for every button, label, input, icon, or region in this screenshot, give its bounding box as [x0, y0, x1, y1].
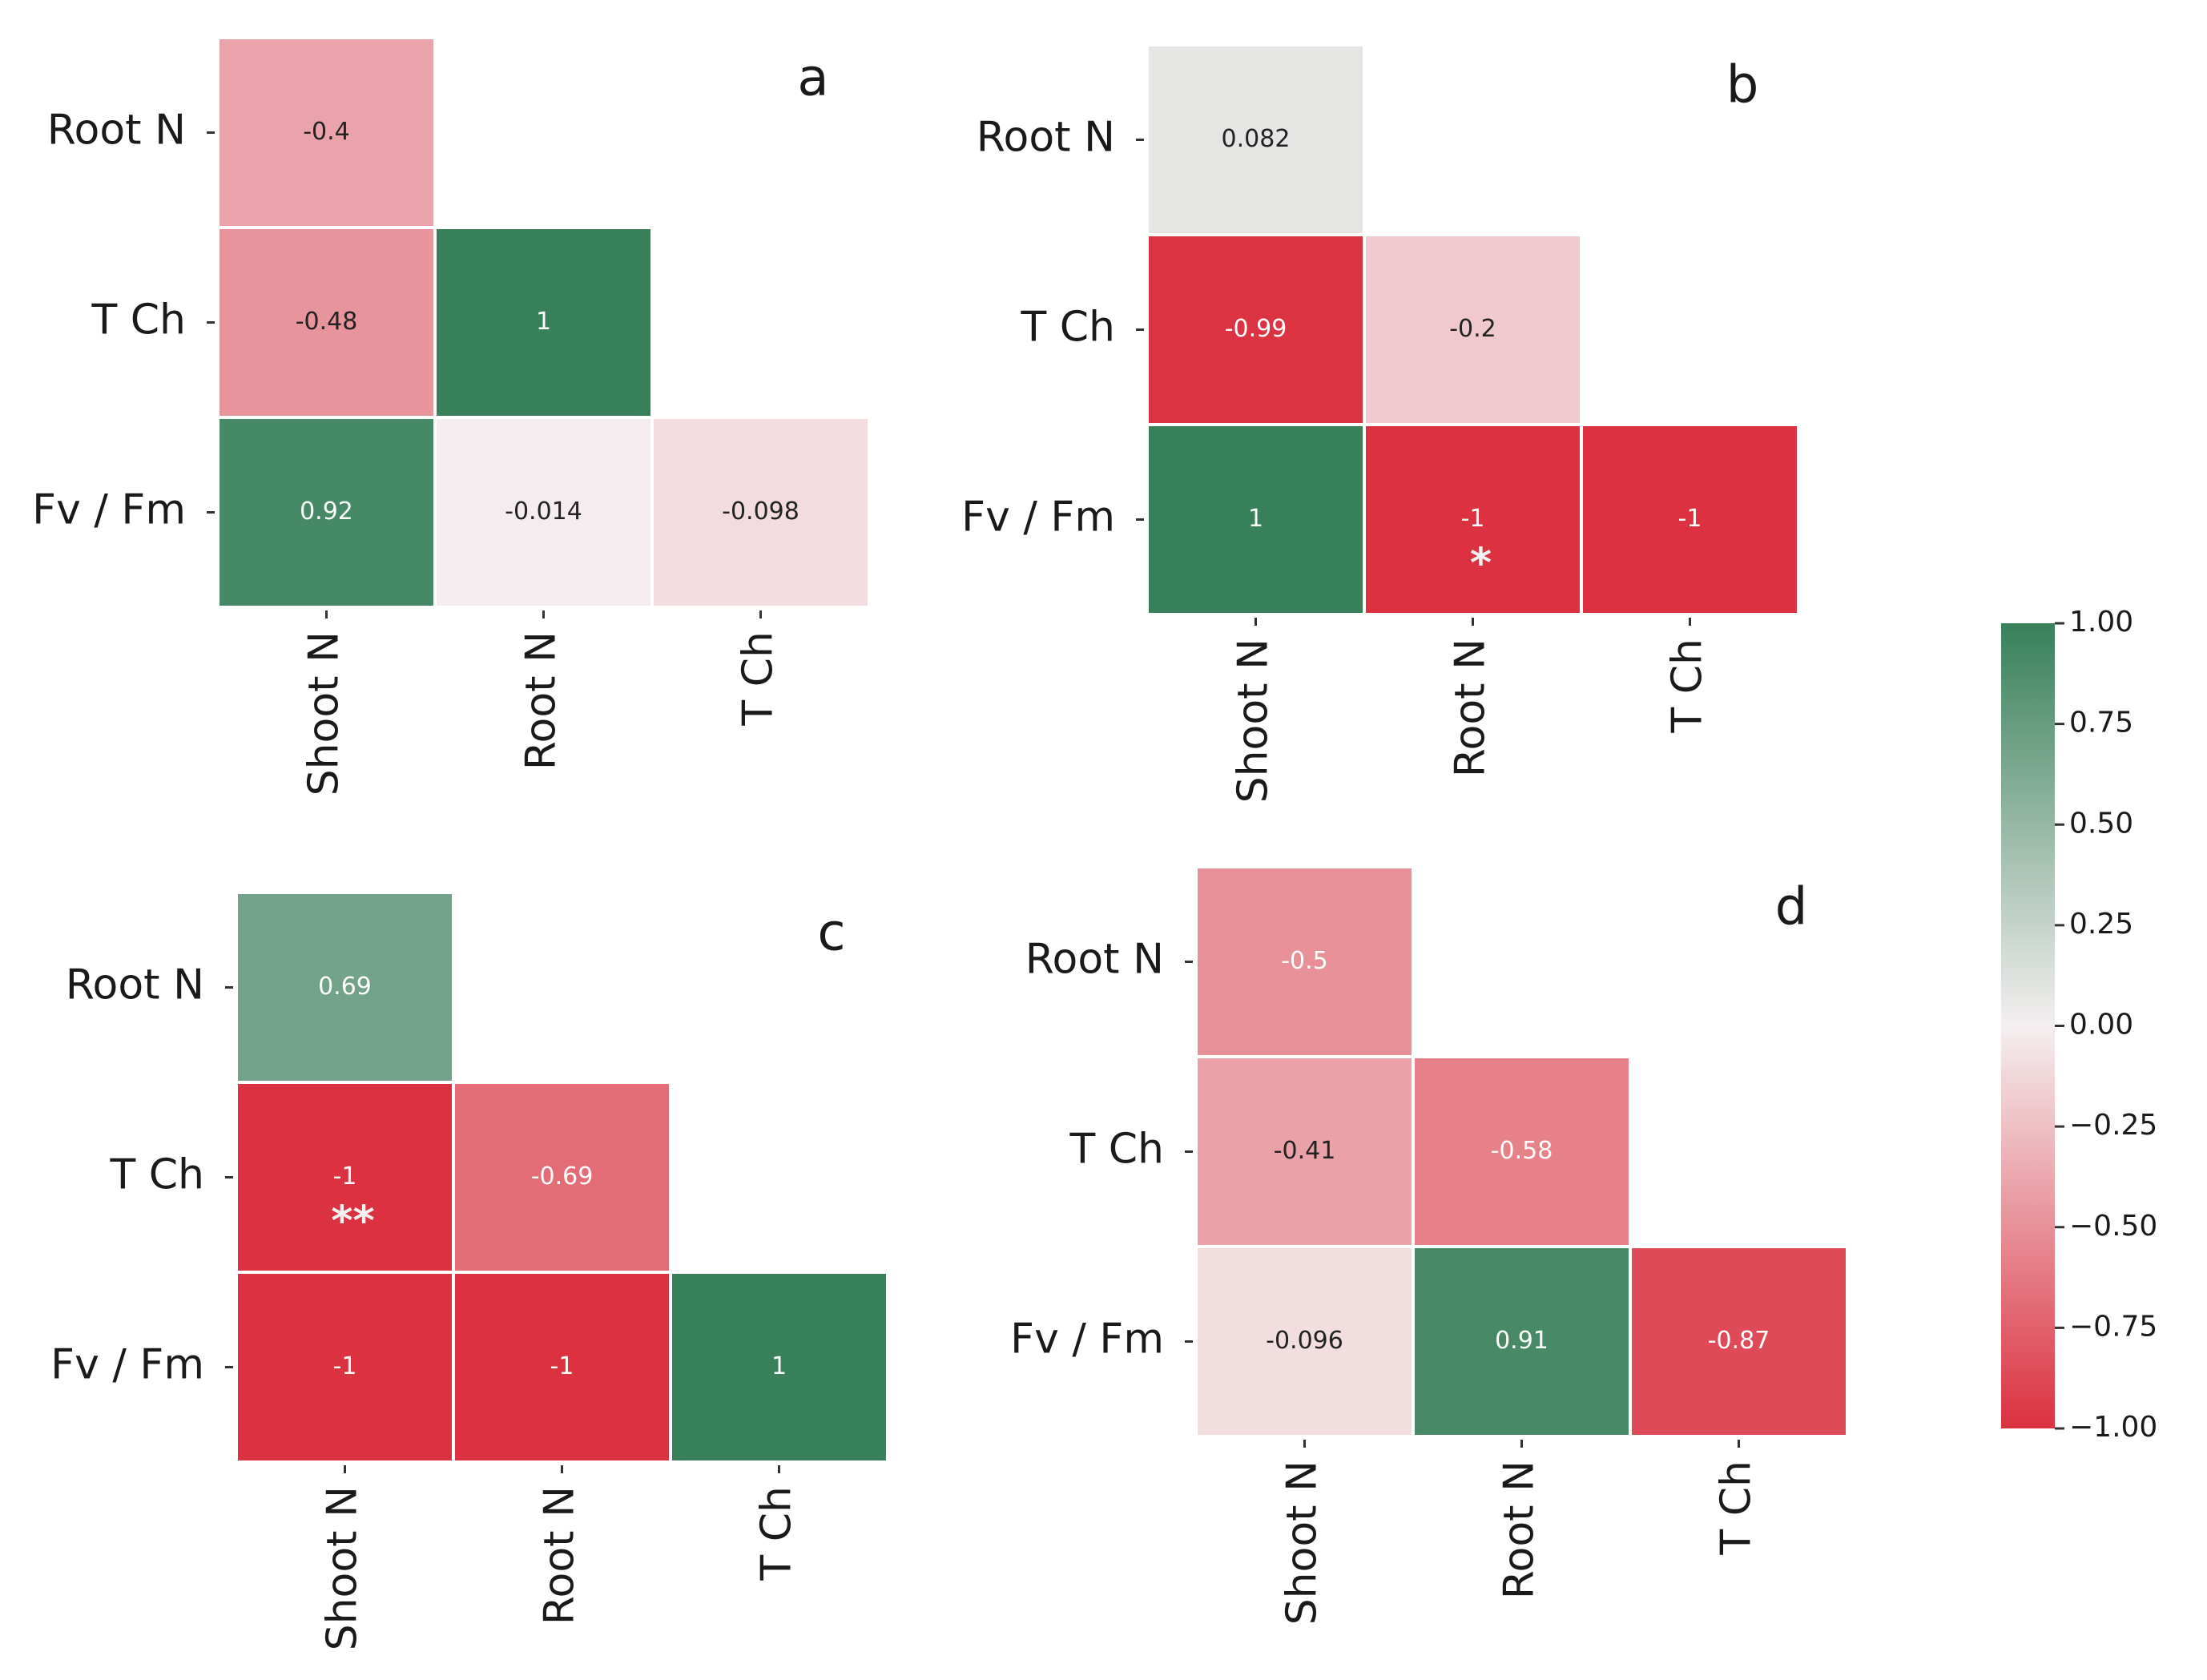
cell-value: 1 — [771, 1352, 787, 1380]
col-label: T Ch — [1713, 1460, 1761, 1556]
colorbar-tick-label: 0.50 — [2069, 807, 2133, 840]
cell-value: -0.014 — [505, 498, 582, 526]
heatmap-cell — [1194, 1245, 1415, 1438]
heatmap-cell — [1363, 233, 1583, 426]
cell-value: 0.91 — [1495, 1327, 1549, 1355]
heatmap-cell — [1194, 1055, 1415, 1248]
row-label: Fv / Fm — [50, 1341, 204, 1389]
colorbar-tick-label: −0.25 — [2069, 1109, 2157, 1142]
heatmap-cell — [433, 226, 654, 419]
col-label: Shoot N — [1279, 1460, 1327, 1625]
cell-value: -0.58 — [1491, 1137, 1553, 1165]
heatmap-cell — [650, 416, 871, 609]
colorbar-tick-label: 0.25 — [2069, 908, 2133, 941]
heatmap-cell — [1363, 423, 1583, 616]
colorbar-tick-label: 1.00 — [2069, 606, 2133, 639]
row-label: Fv / Fm — [1010, 1315, 1164, 1364]
cell-value: 0.082 — [1222, 125, 1291, 153]
cell-value: 0.92 — [300, 498, 353, 526]
cell-value: -0.41 — [1274, 1137, 1336, 1165]
heatmap-cell — [235, 891, 455, 1084]
heatmap-cell — [1412, 1055, 1632, 1248]
heatmap-cell — [216, 416, 437, 609]
colorbar — [2001, 623, 2055, 1428]
col-label: Root N — [518, 631, 566, 770]
cell-value: -0.098 — [722, 498, 799, 526]
col-label: T Ch — [735, 631, 783, 727]
cell-value: -0.69 — [531, 1162, 594, 1191]
col-label: T Ch — [1664, 639, 1712, 734]
panel-label: b — [1726, 56, 1759, 115]
col-label: Root N — [1496, 1460, 1544, 1599]
heatmap-cell — [1194, 865, 1415, 1058]
panel-label: d — [1775, 878, 1808, 937]
cell-value: -0.87 — [1708, 1327, 1770, 1355]
cell-value: -1 — [550, 1352, 574, 1380]
row-label: Root N — [1025, 936, 1164, 984]
col-label: Shoot N — [1230, 639, 1278, 803]
significance-mark: * — [1470, 540, 1492, 588]
cell-value: 1 — [536, 308, 551, 336]
col-label: T Ch — [753, 1486, 801, 1581]
panel-label: a — [797, 49, 828, 108]
heatmap-cell — [452, 1081, 672, 1274]
row-label: Fv / Fm — [961, 494, 1115, 542]
cell-value: -0.4 — [303, 118, 350, 146]
cell-value: -0.5 — [1281, 947, 1328, 975]
colorbar-tick-label: −0.75 — [2069, 1310, 2157, 1343]
cell-value: -0.99 — [1225, 315, 1287, 343]
heatmap-cell — [1146, 423, 1366, 616]
heatmap-cell — [669, 1271, 889, 1464]
row-label: T Ch — [1069, 1126, 1164, 1174]
heatmap-cell — [1146, 43, 1366, 236]
col-label: Shoot N — [319, 1486, 367, 1650]
heatmap-cell — [452, 1271, 672, 1464]
cell-value: 1 — [1248, 505, 1263, 533]
heatmap-cell — [433, 416, 654, 609]
heatmap-cell — [235, 1271, 455, 1464]
significance-mark: ** — [331, 1198, 374, 1246]
cell-value: -0.48 — [296, 308, 358, 336]
cell-value: -0.2 — [1449, 315, 1496, 343]
colorbar-tick-label: 0.75 — [2069, 707, 2133, 739]
cell-value: 0.69 — [318, 973, 372, 1001]
row-label: T Ch — [109, 1151, 204, 1199]
cell-value: -0.096 — [1266, 1327, 1343, 1355]
col-label: Root N — [1447, 639, 1495, 777]
cell-value: -1 — [333, 1352, 357, 1380]
colorbar-tick-label: −1.00 — [2069, 1411, 2157, 1444]
heatmap-cell — [235, 1081, 455, 1274]
panel-label: c — [817, 904, 845, 963]
heatmap-cell — [1629, 1245, 1849, 1438]
row-label: Root N — [977, 114, 1115, 162]
row-label: T Ch — [1020, 304, 1115, 352]
col-label: Root N — [536, 1486, 584, 1625]
heatmap-cell — [1412, 1245, 1632, 1438]
colorbar-tick-label: −0.50 — [2069, 1210, 2157, 1243]
colorbar-tick-label: 0.00 — [2069, 1009, 2133, 1041]
row-label: Root N — [66, 961, 204, 1009]
row-label: Root N — [47, 107, 186, 155]
cell-value: -1 — [333, 1162, 357, 1191]
cell-value: -1 — [1678, 505, 1702, 533]
row-label: Fv / Fm — [32, 486, 186, 534]
row-label: T Ch — [91, 296, 186, 344]
col-label: Shoot N — [300, 631, 348, 796]
cell-value: -1 — [1461, 505, 1485, 533]
heatmap-cell — [1580, 423, 1800, 616]
